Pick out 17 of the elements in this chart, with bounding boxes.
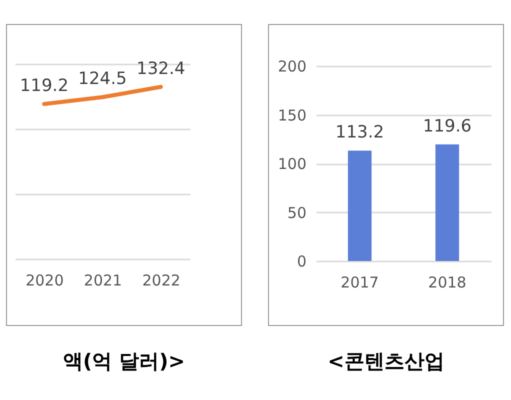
x-tick-label: 2020 <box>26 272 64 290</box>
y-tick-label: 200 <box>278 58 306 76</box>
x-tick-label: 2022 <box>142 272 180 290</box>
y-tick-label: 100 <box>278 155 306 173</box>
data-label: 124.5 <box>78 69 127 90</box>
y-tick-label: 50 <box>287 204 306 222</box>
x-tick-label: 2021 <box>84 272 122 290</box>
y-tick-label: 150 <box>278 106 306 124</box>
text: <콘텐츠산업 <box>326 348 446 375</box>
y-tick-label: 0 <box>296 252 306 270</box>
text: 액(억 달러)> <box>62 348 186 375</box>
data-label: 119.6 <box>422 116 472 136</box>
data-label: 113.2 <box>335 122 384 143</box>
x-tick-label: 2018 <box>428 274 466 292</box>
data-label: 119.2 <box>20 76 69 96</box>
data-label: 132.4 <box>136 58 186 79</box>
x-tick-label: 2017 <box>340 274 379 292</box>
